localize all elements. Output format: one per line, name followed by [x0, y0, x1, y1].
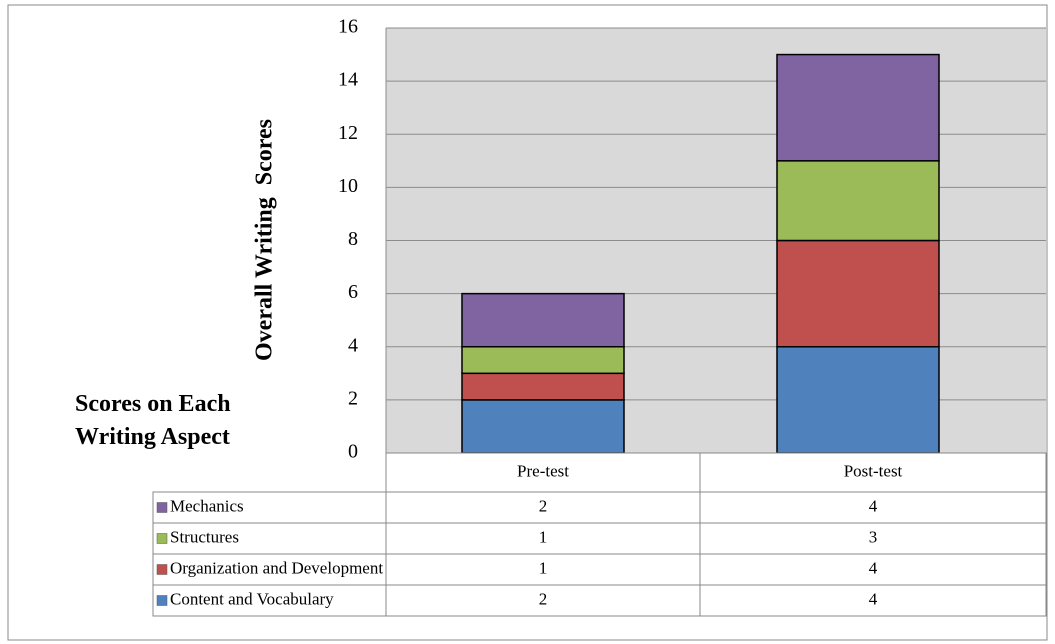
legend-label: Mechanics: [170, 496, 244, 515]
y-tick-label: 8: [348, 228, 358, 250]
legend-label: Content and Vocabulary: [170, 589, 334, 608]
bar-segment: [461, 399, 625, 454]
bar-segment: [776, 53, 940, 162]
y-tick-label: 12: [338, 122, 358, 144]
table-header-frame: [385, 452, 1047, 493]
legend-swatch: [156, 564, 168, 575]
y-tick-label: 16: [338, 16, 358, 38]
column-header: Pre-test: [517, 461, 569, 480]
table-value: 4: [869, 558, 878, 577]
bar-segment: [776, 160, 940, 242]
bar-segment: [776, 239, 940, 348]
table-value: 1: [539, 558, 548, 577]
bar-segment: [461, 292, 625, 348]
table-value: 1: [539, 527, 548, 546]
y-tick-label: 0: [348, 441, 358, 463]
table-value: 2: [539, 589, 548, 608]
y-tick-label: 2: [348, 387, 358, 409]
y-tick-label: 14: [338, 69, 358, 91]
table-value: 2: [539, 496, 548, 515]
table-value: 4: [869, 589, 878, 608]
legend-label: Structures: [170, 527, 239, 546]
bar-segment: [461, 372, 625, 401]
y-axis-label: Overall Writing Scores: [252, 119, 278, 361]
table-row: [152, 584, 1047, 617]
column-header: Post-test: [844, 461, 903, 480]
bar-segment: [461, 346, 625, 375]
table-value: 3: [869, 527, 878, 546]
legend-swatch: [156, 595, 168, 606]
table-title: Scores on Each Writing Aspect: [75, 391, 231, 450]
y-tick-label: 4: [348, 334, 358, 356]
y-tick-label: 10: [338, 175, 358, 197]
y-tick-label: 6: [348, 281, 358, 303]
bar-segment: [776, 346, 940, 454]
legend-swatch: [156, 502, 168, 513]
legend-label: Organization and Development: [170, 558, 383, 577]
table-value: 4: [869, 496, 878, 515]
legend-swatch: [156, 533, 168, 544]
